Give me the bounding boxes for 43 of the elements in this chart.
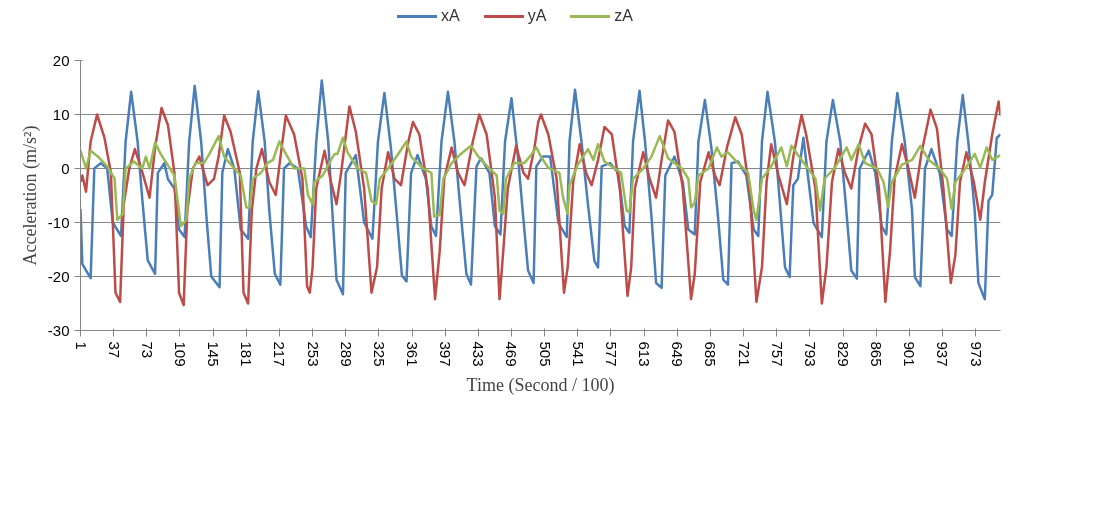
x-tick-label: 253 [304, 341, 322, 367]
x-tick-label: 325 [370, 341, 388, 367]
x-tick-label: 217 [271, 341, 289, 367]
x-tick-label: 1 [72, 341, 90, 350]
x-tick-label: 289 [337, 341, 355, 367]
x-tick-label: 181 [238, 341, 256, 367]
x-tick-label: 937 [934, 341, 952, 367]
x-tick-label: 721 [735, 341, 753, 367]
x-tick-label: 973 [967, 341, 985, 367]
x-tick-label: 613 [636, 341, 654, 367]
x-tick-label: 793 [801, 341, 819, 367]
y-tick-label: 20 [52, 51, 70, 69]
legend-item: zA [570, 5, 633, 28]
legend-label: yA [527, 6, 547, 26]
x-tick-label: 469 [503, 341, 521, 367]
x-tick-label: 145 [205, 341, 223, 367]
x-tick-label: 865 [868, 341, 886, 367]
x-tick-label: 109 [171, 341, 189, 367]
x-tick-label: 757 [768, 341, 786, 367]
x-tick-label: 433 [470, 341, 488, 367]
y-tick-label: -20 [47, 267, 70, 285]
x-tick-label: 685 [702, 341, 720, 367]
x-tick-label: 37 [105, 341, 123, 359]
legend-label: zA [614, 6, 633, 26]
y-tick-label: 10 [52, 105, 70, 123]
legend-label: xA [440, 6, 460, 26]
y-tick-label: -10 [47, 213, 70, 231]
x-tick-label: 577 [602, 341, 620, 367]
x-axis-title: Time (Second / 100) [466, 374, 615, 396]
line-series [80, 134, 1001, 228]
y-axis-title: Acceleration (m/s²) [19, 125, 41, 266]
x-tick-label: 73 [138, 341, 156, 359]
x-tick-label: 397 [437, 341, 455, 367]
x-tick-label: 649 [669, 341, 687, 367]
x-tick-label: 829 [835, 341, 853, 367]
y-tick-label: 0 [61, 159, 70, 177]
x-tick-label: 541 [569, 341, 587, 367]
x-tick-label: 505 [536, 341, 554, 367]
x-tick-label: 361 [404, 341, 422, 367]
x-tick-label: 901 [901, 341, 919, 367]
legend-item: xA [397, 5, 460, 28]
legend-item: yA [483, 5, 547, 28]
y-tick-label: -30 [47, 321, 70, 339]
